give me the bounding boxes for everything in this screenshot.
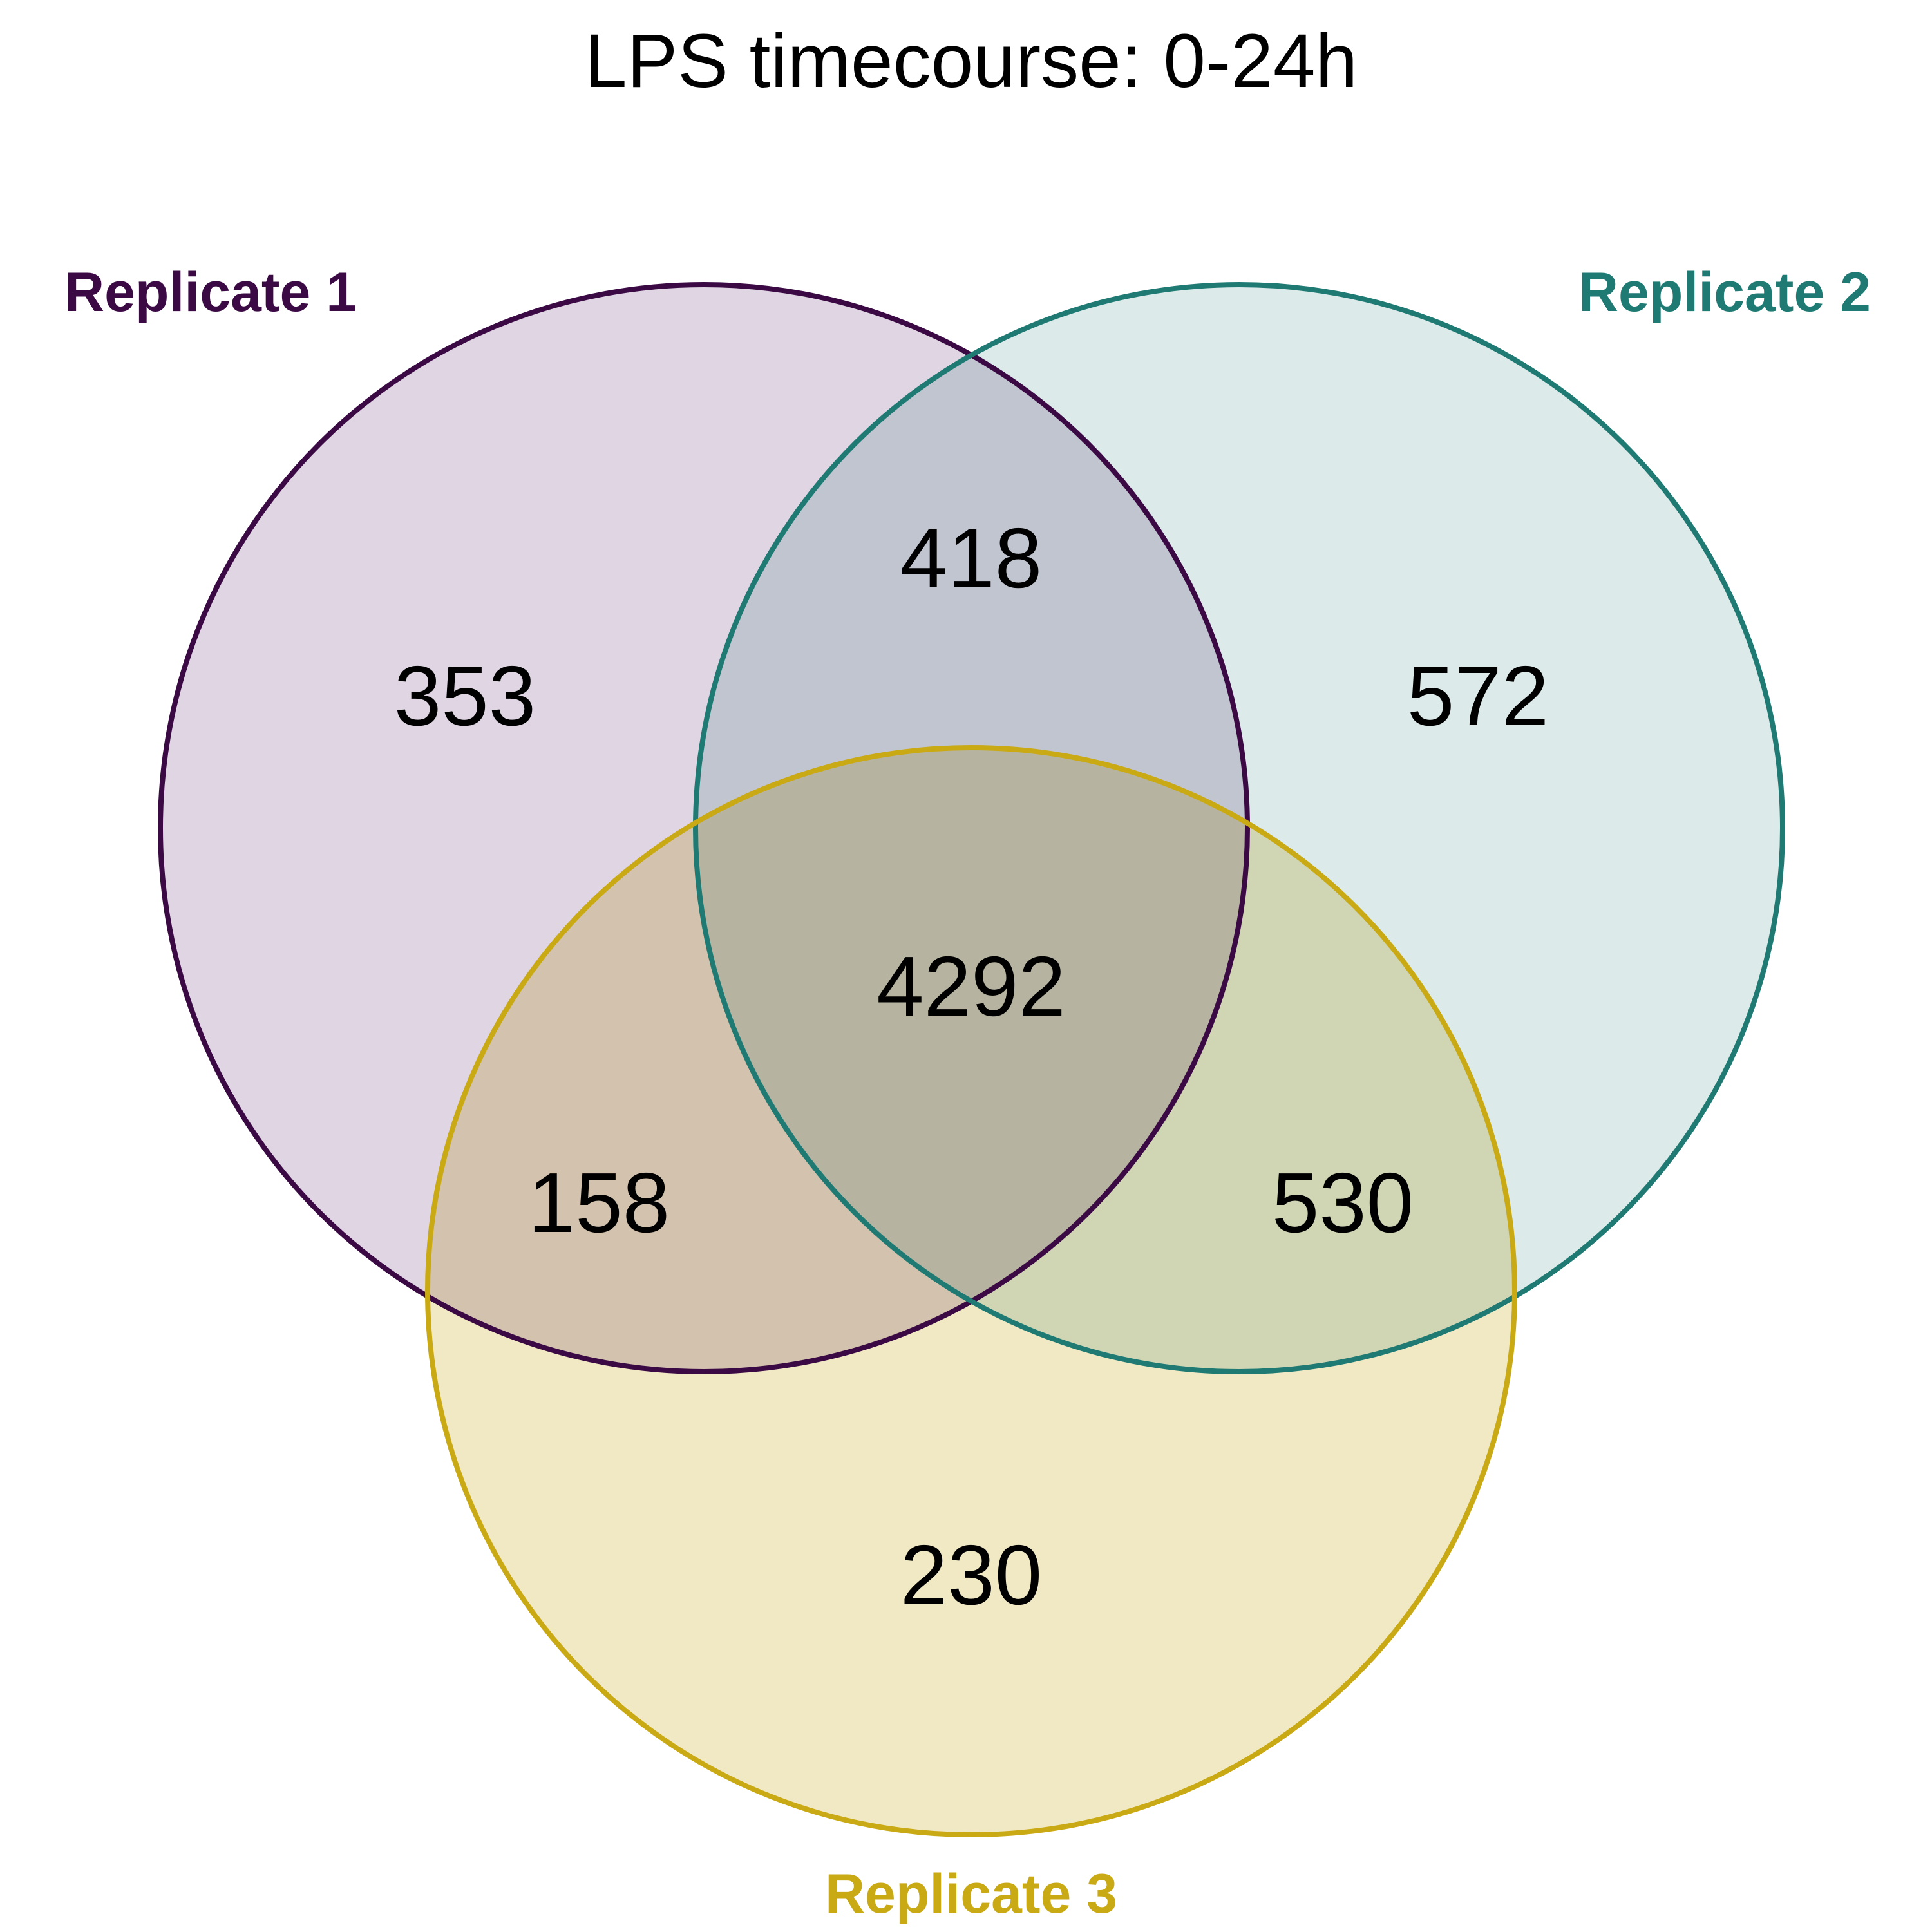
count-replicate-3-only: 230 bbox=[900, 1528, 1042, 1622]
set-circle-outline-replicate-3 bbox=[425, 745, 1517, 1837]
count-all-replicates: 4292 bbox=[876, 939, 1066, 1034]
count-replicate-2-3: 530 bbox=[1272, 1155, 1414, 1250]
set-outlines bbox=[158, 282, 1785, 1837]
set-circle-outline-replicate-2 bbox=[693, 282, 1785, 1374]
count-replicate-2-only: 572 bbox=[1407, 649, 1549, 743]
count-replicate-1-2: 418 bbox=[900, 511, 1042, 605]
count-replicate-1-3: 158 bbox=[528, 1155, 670, 1250]
chart-title: LPS timecourse: 0-24h bbox=[585, 19, 1358, 104]
set-fills bbox=[160, 285, 1783, 1835]
set-label-replicate-3: Replicate 3 bbox=[825, 1863, 1117, 1925]
set-circle-fill-replicate-3 bbox=[428, 748, 1515, 1835]
set-label-replicate-2: Replicate 2 bbox=[1578, 261, 1871, 323]
set-circle-outline-replicate-1 bbox=[158, 282, 1250, 1374]
count-replicate-1-only: 353 bbox=[394, 649, 536, 743]
set-label-replicate-1: Replicate 1 bbox=[64, 261, 357, 323]
